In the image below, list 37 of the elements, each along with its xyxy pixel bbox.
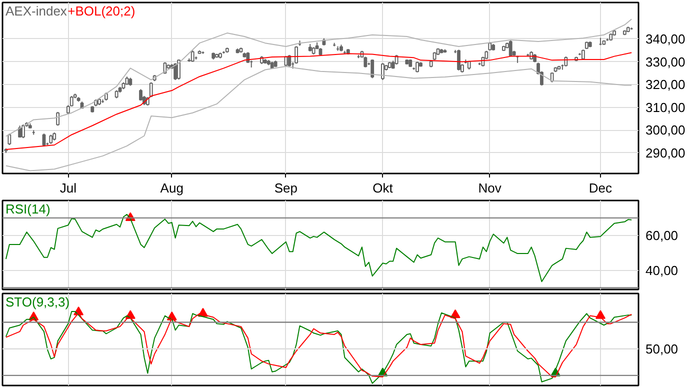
chart-title: AEX-index: [6, 4, 68, 18]
x-tick-label: Aug: [160, 180, 184, 196]
candlestick: [564, 56, 568, 67]
candlestick: [18, 125, 22, 138]
x-tick-label: Okt: [372, 180, 394, 196]
candlestick: [190, 50, 194, 62]
line-series: [5, 18, 632, 137]
y-tick-label: 330,00: [646, 54, 686, 70]
x-tick-label: Dec: [588, 180, 613, 196]
candlestick: [22, 124, 25, 139]
y-tick-label: 320,00: [646, 77, 686, 92]
candlestick: [508, 40, 512, 57]
candlestick: [381, 62, 384, 81]
y-tick-label: 300,00: [646, 122, 686, 138]
candlestick: [370, 59, 374, 79]
candlestick: [457, 49, 460, 71]
text: +BOL(20;2): [68, 4, 136, 18]
x-tick-label: Nov: [478, 180, 502, 196]
candlestick: [8, 133, 12, 146]
x-tick-label: Jul: [60, 180, 77, 196]
chart-title: RSI(14): [6, 202, 50, 216]
candlestick: [56, 111, 60, 126]
y-tick-label: 310,00: [646, 100, 686, 115]
text: 50,00: [646, 341, 678, 356]
y-tick-label: 290,00: [646, 145, 686, 160]
y-tick-label: 340,00: [646, 31, 686, 46]
candlestick: [174, 62, 178, 81]
y-tick-label: 40,00: [646, 262, 678, 278]
line-series: [5, 66, 632, 172]
candlestick: [49, 134, 53, 144]
candlestick: [42, 133, 46, 147]
y-tick-label: 60,00: [646, 228, 678, 243]
chart-title: STO(9,3,3): [6, 294, 70, 310]
candlestick: [177, 59, 180, 80]
line-series: [5, 52, 632, 150]
candlestick: [288, 54, 292, 67]
x-tick-label: Sep: [274, 180, 298, 196]
